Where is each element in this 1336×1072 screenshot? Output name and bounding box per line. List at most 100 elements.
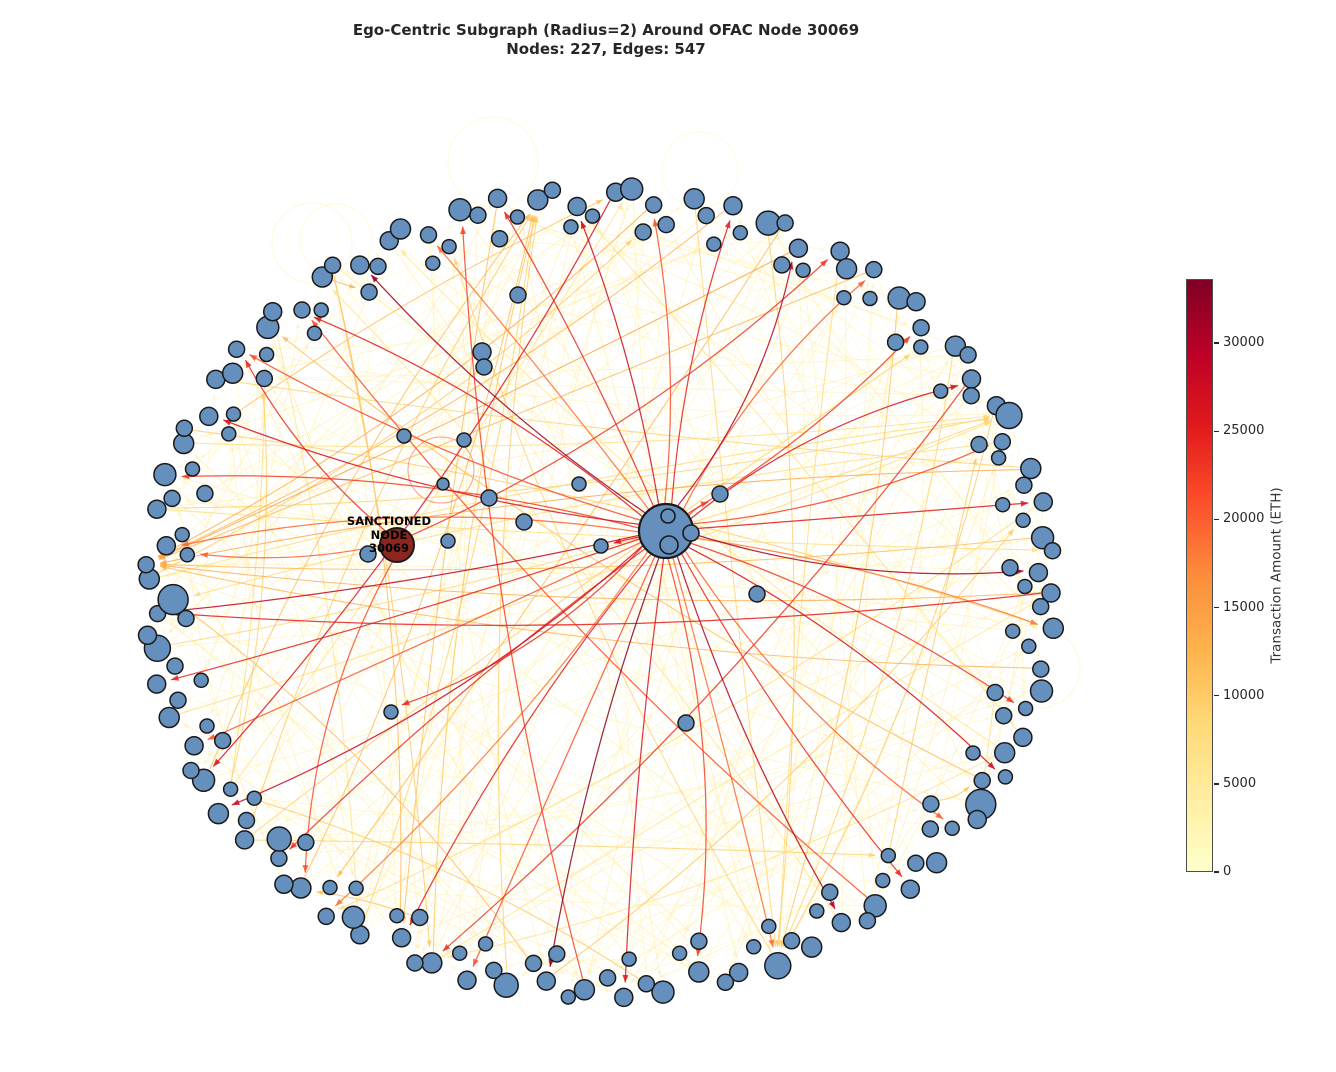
transaction-edge <box>221 423 946 825</box>
graph-node <box>711 485 729 503</box>
graph-node <box>419 226 438 244</box>
transaction-edge <box>434 223 592 948</box>
edge-arrowhead <box>302 865 309 873</box>
edge-arrowhead <box>193 591 201 597</box>
transaction-edge <box>208 683 669 948</box>
edge-arrowhead <box>528 215 534 222</box>
edge-arrowhead <box>573 239 578 245</box>
transaction-edge <box>1037 511 1044 593</box>
transaction-edge <box>580 220 660 505</box>
graph-node <box>1013 727 1033 748</box>
transaction-edge <box>238 419 690 932</box>
transaction-edge <box>159 469 1020 564</box>
transaction-edge <box>651 235 993 408</box>
edge-layer <box>151 116 1081 994</box>
edge-arrowhead <box>695 948 702 957</box>
edge-arrowhead <box>160 559 167 565</box>
graph-node <box>306 325 323 342</box>
self-loop-circle <box>407 436 475 504</box>
transaction-edge <box>223 367 266 732</box>
edge-arrowhead <box>926 358 931 364</box>
transaction-edge <box>440 600 1039 958</box>
edge-arrowhead <box>304 344 309 350</box>
transaction-edge <box>191 521 1016 698</box>
transaction-edge <box>593 699 1028 985</box>
edge-arrowhead <box>426 940 432 948</box>
edge-arrowhead <box>620 206 625 211</box>
graph-node <box>147 499 167 519</box>
transaction-edge <box>180 480 974 778</box>
transaction-edge <box>200 385 260 460</box>
transaction-edge <box>183 506 763 923</box>
graph-node <box>677 714 695 732</box>
graph-node <box>1017 578 1033 595</box>
transaction-edge <box>575 413 991 987</box>
transaction-edge <box>298 709 1018 882</box>
edge-arrowhead <box>338 904 346 910</box>
edge-arrowhead <box>181 477 187 481</box>
graph-node <box>509 286 527 304</box>
sanctioned-node-label: SANCTIONED NODE 30069 <box>329 514 449 556</box>
graph-node <box>221 362 244 384</box>
transaction-edge <box>428 243 452 947</box>
transaction-edge <box>158 232 655 574</box>
graph-node <box>862 290 878 307</box>
transaction-edge <box>207 752 653 987</box>
graph-node <box>179 547 196 563</box>
transaction-edge <box>508 240 908 326</box>
edge-arrowhead <box>203 759 208 764</box>
transaction-edge <box>316 351 915 834</box>
colorbar <box>1186 279 1213 872</box>
transaction-edge <box>433 276 494 962</box>
hub-satellite-node <box>660 508 676 524</box>
graph-node <box>994 706 1013 725</box>
transaction-edge <box>370 352 916 925</box>
graph-node <box>1043 541 1062 560</box>
transaction-edge <box>255 813 876 856</box>
self-loop-circle <box>661 131 739 209</box>
transaction-edge <box>401 248 1007 628</box>
transaction-edge <box>242 377 991 747</box>
edge-arrowhead <box>212 394 216 399</box>
graph-node <box>156 536 177 556</box>
transaction-edge <box>181 516 639 547</box>
transaction-edge <box>170 652 817 888</box>
edge-arrowhead <box>190 631 194 637</box>
graph-node <box>448 197 472 222</box>
edge-arrowhead <box>834 309 839 315</box>
edge-arrowhead <box>460 226 467 235</box>
transaction-edge <box>780 309 898 948</box>
hub-satellite-node <box>659 535 679 555</box>
edge-arrowhead <box>199 754 204 760</box>
edge-arrowhead <box>195 603 200 609</box>
transaction-edge <box>281 336 975 777</box>
graph-node <box>255 369 274 388</box>
graph-node <box>1028 562 1049 583</box>
graph-node <box>246 790 263 806</box>
transaction-edge <box>415 755 995 934</box>
graph-node <box>745 939 762 955</box>
transaction-edge <box>311 319 868 898</box>
transaction-edge <box>168 230 774 641</box>
transaction-edge <box>223 419 639 525</box>
transaction-edge <box>165 688 685 965</box>
graph-node <box>383 704 399 720</box>
edge-arrowhead <box>990 469 994 475</box>
graph-node <box>389 218 412 240</box>
transaction-edge <box>597 697 989 981</box>
edge-arrowhead <box>169 621 174 626</box>
colorbar-ticks: 0 5000 10000 15000 20000 25000 30000 <box>1213 279 1303 879</box>
graph-node <box>809 903 825 919</box>
edge-arrowhead <box>685 926 690 931</box>
edge-arrowhead <box>868 852 876 858</box>
edge-arrowhead <box>442 944 451 952</box>
sanctioned-node <box>379 527 415 563</box>
transaction-edge <box>588 282 870 980</box>
edge-arrowhead <box>901 314 906 320</box>
transaction-edge <box>586 217 1017 731</box>
colorbar-tick-mark <box>1214 871 1219 873</box>
transaction-edge <box>166 509 1039 551</box>
graph-node <box>441 238 457 255</box>
transaction-edge <box>193 429 1038 626</box>
graph-node <box>199 406 219 427</box>
